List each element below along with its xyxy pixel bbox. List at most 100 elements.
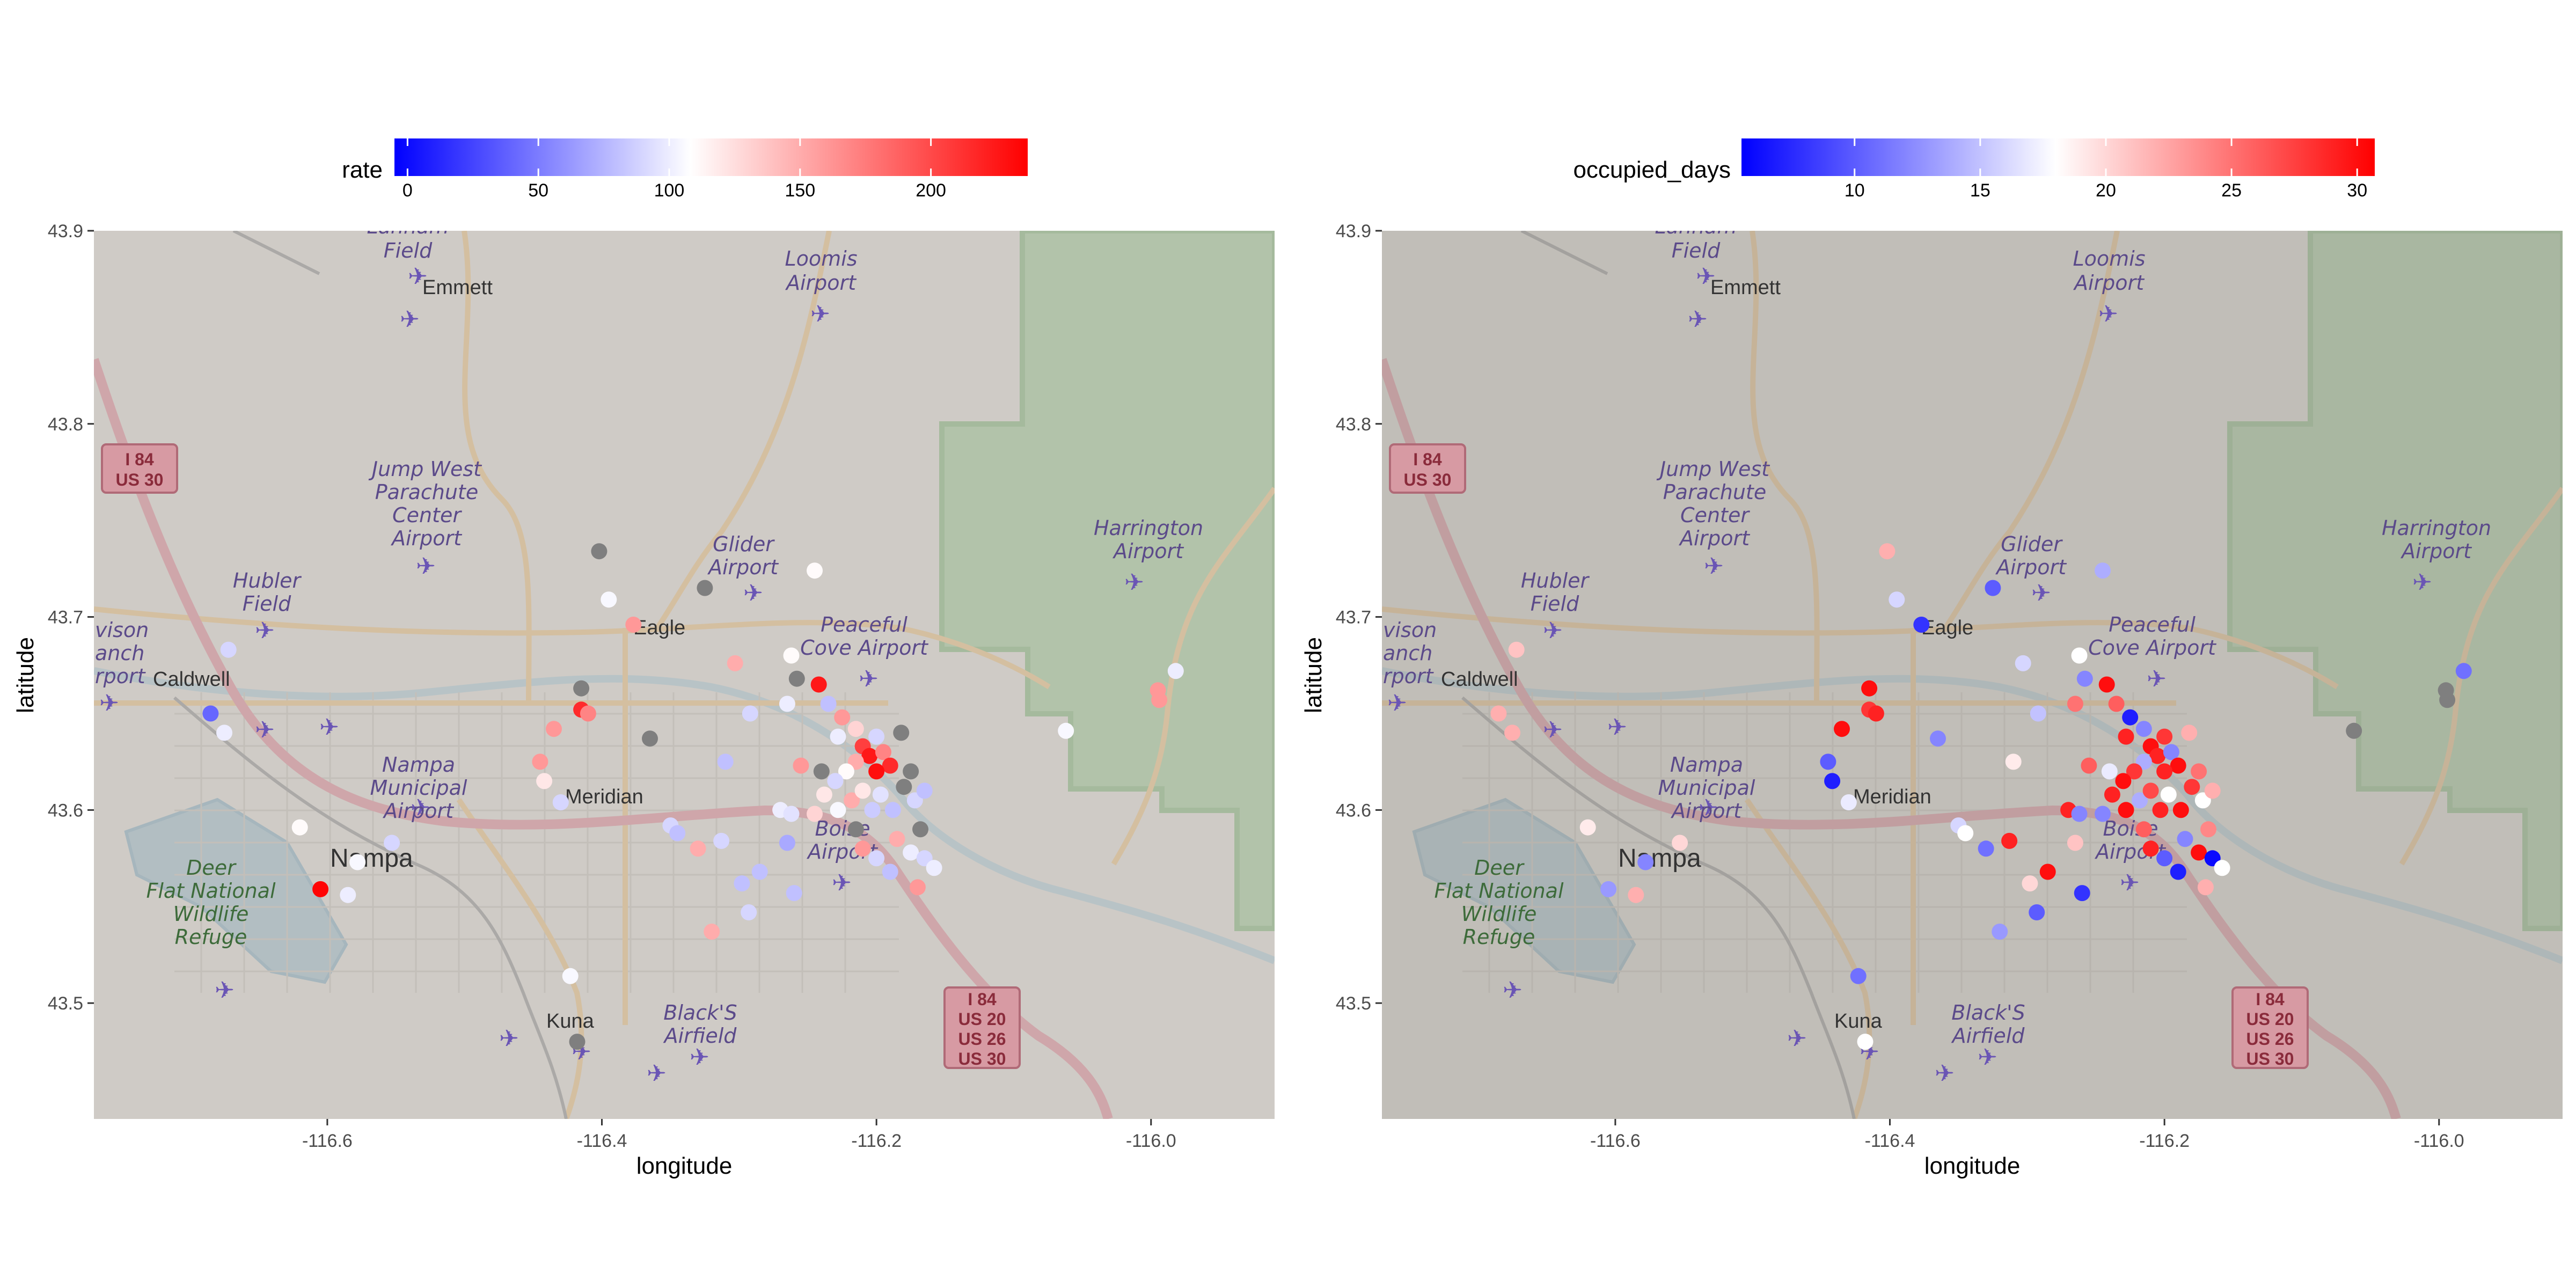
data-point[interactable] [2039, 863, 2056, 880]
data-point[interactable] [893, 724, 910, 741]
data-point[interactable] [573, 680, 590, 697]
data-point[interactable] [830, 802, 846, 818]
data-point[interactable] [2118, 802, 2134, 818]
data-point[interactable] [2200, 821, 2216, 838]
data-point[interactable] [1978, 840, 1994, 857]
data-point[interactable] [2101, 763, 2118, 780]
data-point[interactable] [2439, 692, 2456, 708]
data-point[interactable] [1058, 722, 1074, 739]
data-point[interactable] [2126, 763, 2142, 780]
data-point[interactable] [384, 835, 400, 851]
data-point[interactable] [2135, 821, 2152, 838]
data-point[interactable] [882, 757, 898, 774]
data-point[interactable] [2156, 763, 2173, 780]
data-point[interactable] [562, 968, 579, 984]
data-point[interactable] [340, 887, 356, 903]
data-point[interactable] [669, 825, 686, 841]
data-point[interactable] [2015, 655, 2031, 671]
data-point[interactable] [1868, 705, 1884, 722]
data-point[interactable] [916, 782, 933, 799]
data-point[interactable] [912, 821, 928, 838]
data-point[interactable] [861, 748, 878, 764]
data-point[interactable] [816, 786, 832, 803]
data-point[interactable] [1930, 730, 1946, 747]
data-point[interactable] [2170, 757, 2186, 774]
data-point[interactable] [2132, 792, 2148, 809]
data-point[interactable] [713, 832, 730, 849]
data-point[interactable] [2135, 721, 2152, 737]
data-point[interactable] [2204, 782, 2221, 799]
data-point[interactable] [697, 580, 713, 596]
data-point[interactable] [783, 647, 800, 664]
data-point[interactable] [2074, 885, 2090, 902]
data-point[interactable] [2095, 806, 2111, 822]
data-point[interactable] [1637, 854, 1654, 870]
data-point[interactable] [569, 1034, 586, 1050]
data-point[interactable] [2081, 757, 2097, 774]
data-point[interactable] [868, 763, 885, 780]
data-point[interactable] [642, 730, 658, 747]
data-point[interactable] [2067, 835, 2083, 851]
data-point[interactable] [2152, 802, 2169, 818]
data-point[interactable] [2067, 696, 2083, 712]
data-point[interactable] [1889, 591, 1905, 608]
data-point[interactable] [854, 840, 871, 857]
data-point[interactable] [882, 863, 898, 880]
data-point[interactable] [1167, 663, 1184, 679]
data-point[interactable] [847, 721, 864, 737]
data-point[interactable] [2122, 709, 2139, 726]
data-point[interactable] [875, 744, 891, 760]
data-point[interactable] [872, 786, 889, 803]
data-point[interactable] [2184, 779, 2200, 795]
data-point[interactable] [793, 757, 809, 774]
data-point[interactable] [2098, 676, 2115, 693]
data-point[interactable] [820, 696, 837, 712]
data-point[interactable] [291, 819, 308, 836]
data-point[interactable] [742, 705, 758, 722]
data-point[interactable] [552, 794, 569, 810]
data-point[interactable] [909, 879, 926, 896]
data-point[interactable] [2001, 832, 2018, 849]
data-point[interactable] [1861, 680, 1878, 697]
data-point[interactable] [1820, 753, 1836, 770]
data-point[interactable] [838, 763, 854, 780]
data-point[interactable] [312, 881, 329, 897]
data-point[interactable] [903, 844, 919, 861]
data-point[interactable] [830, 728, 846, 745]
data-point[interactable] [2071, 806, 2088, 822]
data-point[interactable] [2172, 802, 2189, 818]
data-point[interactable] [2030, 705, 2046, 722]
data-point[interactable] [779, 835, 795, 851]
data-point[interactable] [807, 562, 823, 579]
data-point[interactable] [2156, 850, 2173, 867]
data-point[interactable] [220, 641, 237, 658]
data-point[interactable] [834, 709, 851, 726]
data-point[interactable] [868, 850, 885, 867]
data-point[interactable] [1992, 924, 2008, 940]
data-point[interactable] [2005, 753, 2022, 770]
data-point[interactable] [1600, 881, 1617, 897]
data-point[interactable] [896, 779, 912, 795]
data-point[interactable] [786, 885, 802, 902]
data-point[interactable] [216, 724, 232, 741]
data-point[interactable] [1834, 721, 1850, 737]
data-point[interactable] [546, 721, 562, 737]
data-point[interactable] [2177, 831, 2193, 847]
data-point[interactable] [884, 802, 901, 818]
data-point[interactable] [827, 773, 844, 789]
data-point[interactable] [2108, 696, 2125, 712]
data-point[interactable] [601, 591, 617, 608]
data-point[interactable] [2115, 773, 2132, 789]
data-point[interactable] [751, 863, 768, 880]
data-point[interactable] [844, 792, 860, 809]
data-point[interactable] [779, 696, 795, 712]
data-point[interactable] [734, 875, 750, 892]
data-point[interactable] [536, 773, 553, 789]
data-point[interactable] [903, 763, 919, 780]
data-point[interactable] [727, 655, 743, 671]
data-point[interactable] [1504, 724, 1520, 741]
data-point[interactable] [868, 728, 885, 745]
data-point[interactable] [783, 806, 800, 822]
data-point[interactable] [1957, 825, 1974, 841]
data-point[interactable] [1579, 819, 1596, 836]
